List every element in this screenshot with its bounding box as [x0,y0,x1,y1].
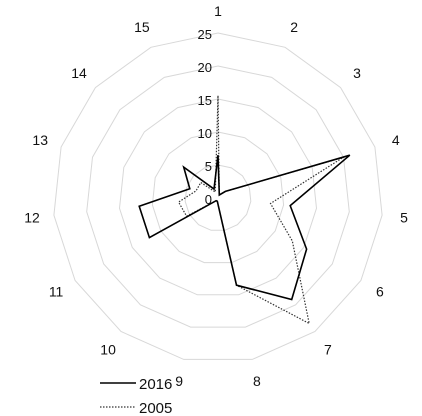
category-label: 8 [253,373,261,389]
category-label: 2 [290,19,298,35]
radial-tick-label: 10 [198,126,212,141]
category-label: 11 [49,284,64,300]
radial-tick-label: 20 [198,60,212,75]
legend: 2016 2005 [100,376,172,416]
grid-ring-10 [151,131,285,264]
grid-ring-25 [53,32,383,360]
category-label: 12 [24,210,40,226]
legend-label-2016: 2016 [139,376,172,393]
grid-ring-15 [118,98,318,296]
series-line-2016 [138,154,351,301]
radial-tick-label: 0 [205,192,212,207]
radial-tick-label: 5 [205,159,212,174]
category-label: 4 [392,132,400,148]
category-label: 15 [134,19,150,35]
category-label: 13 [32,132,48,148]
radial-tick-label: 25 [198,27,212,42]
category-label: 6 [376,284,384,300]
category-label: 7 [324,341,332,357]
radar-grid [53,32,383,360]
category-label: 3 [353,65,361,81]
radial-tick-label: 15 [198,93,212,108]
category-label: 1 [214,3,222,19]
radial-tick-labels: 0 5 10 15 20 25 [198,27,212,207]
category-label: 9 [175,373,183,389]
series-lines [138,95,351,325]
legend-label-2005: 2005 [139,400,172,416]
grid-ring-5 [184,164,252,231]
category-label: 10 [100,341,116,357]
category-label: 5 [400,210,408,226]
grid-ring-20 [86,65,350,328]
series-line-2005 [177,95,344,325]
category-label: 14 [71,65,87,81]
